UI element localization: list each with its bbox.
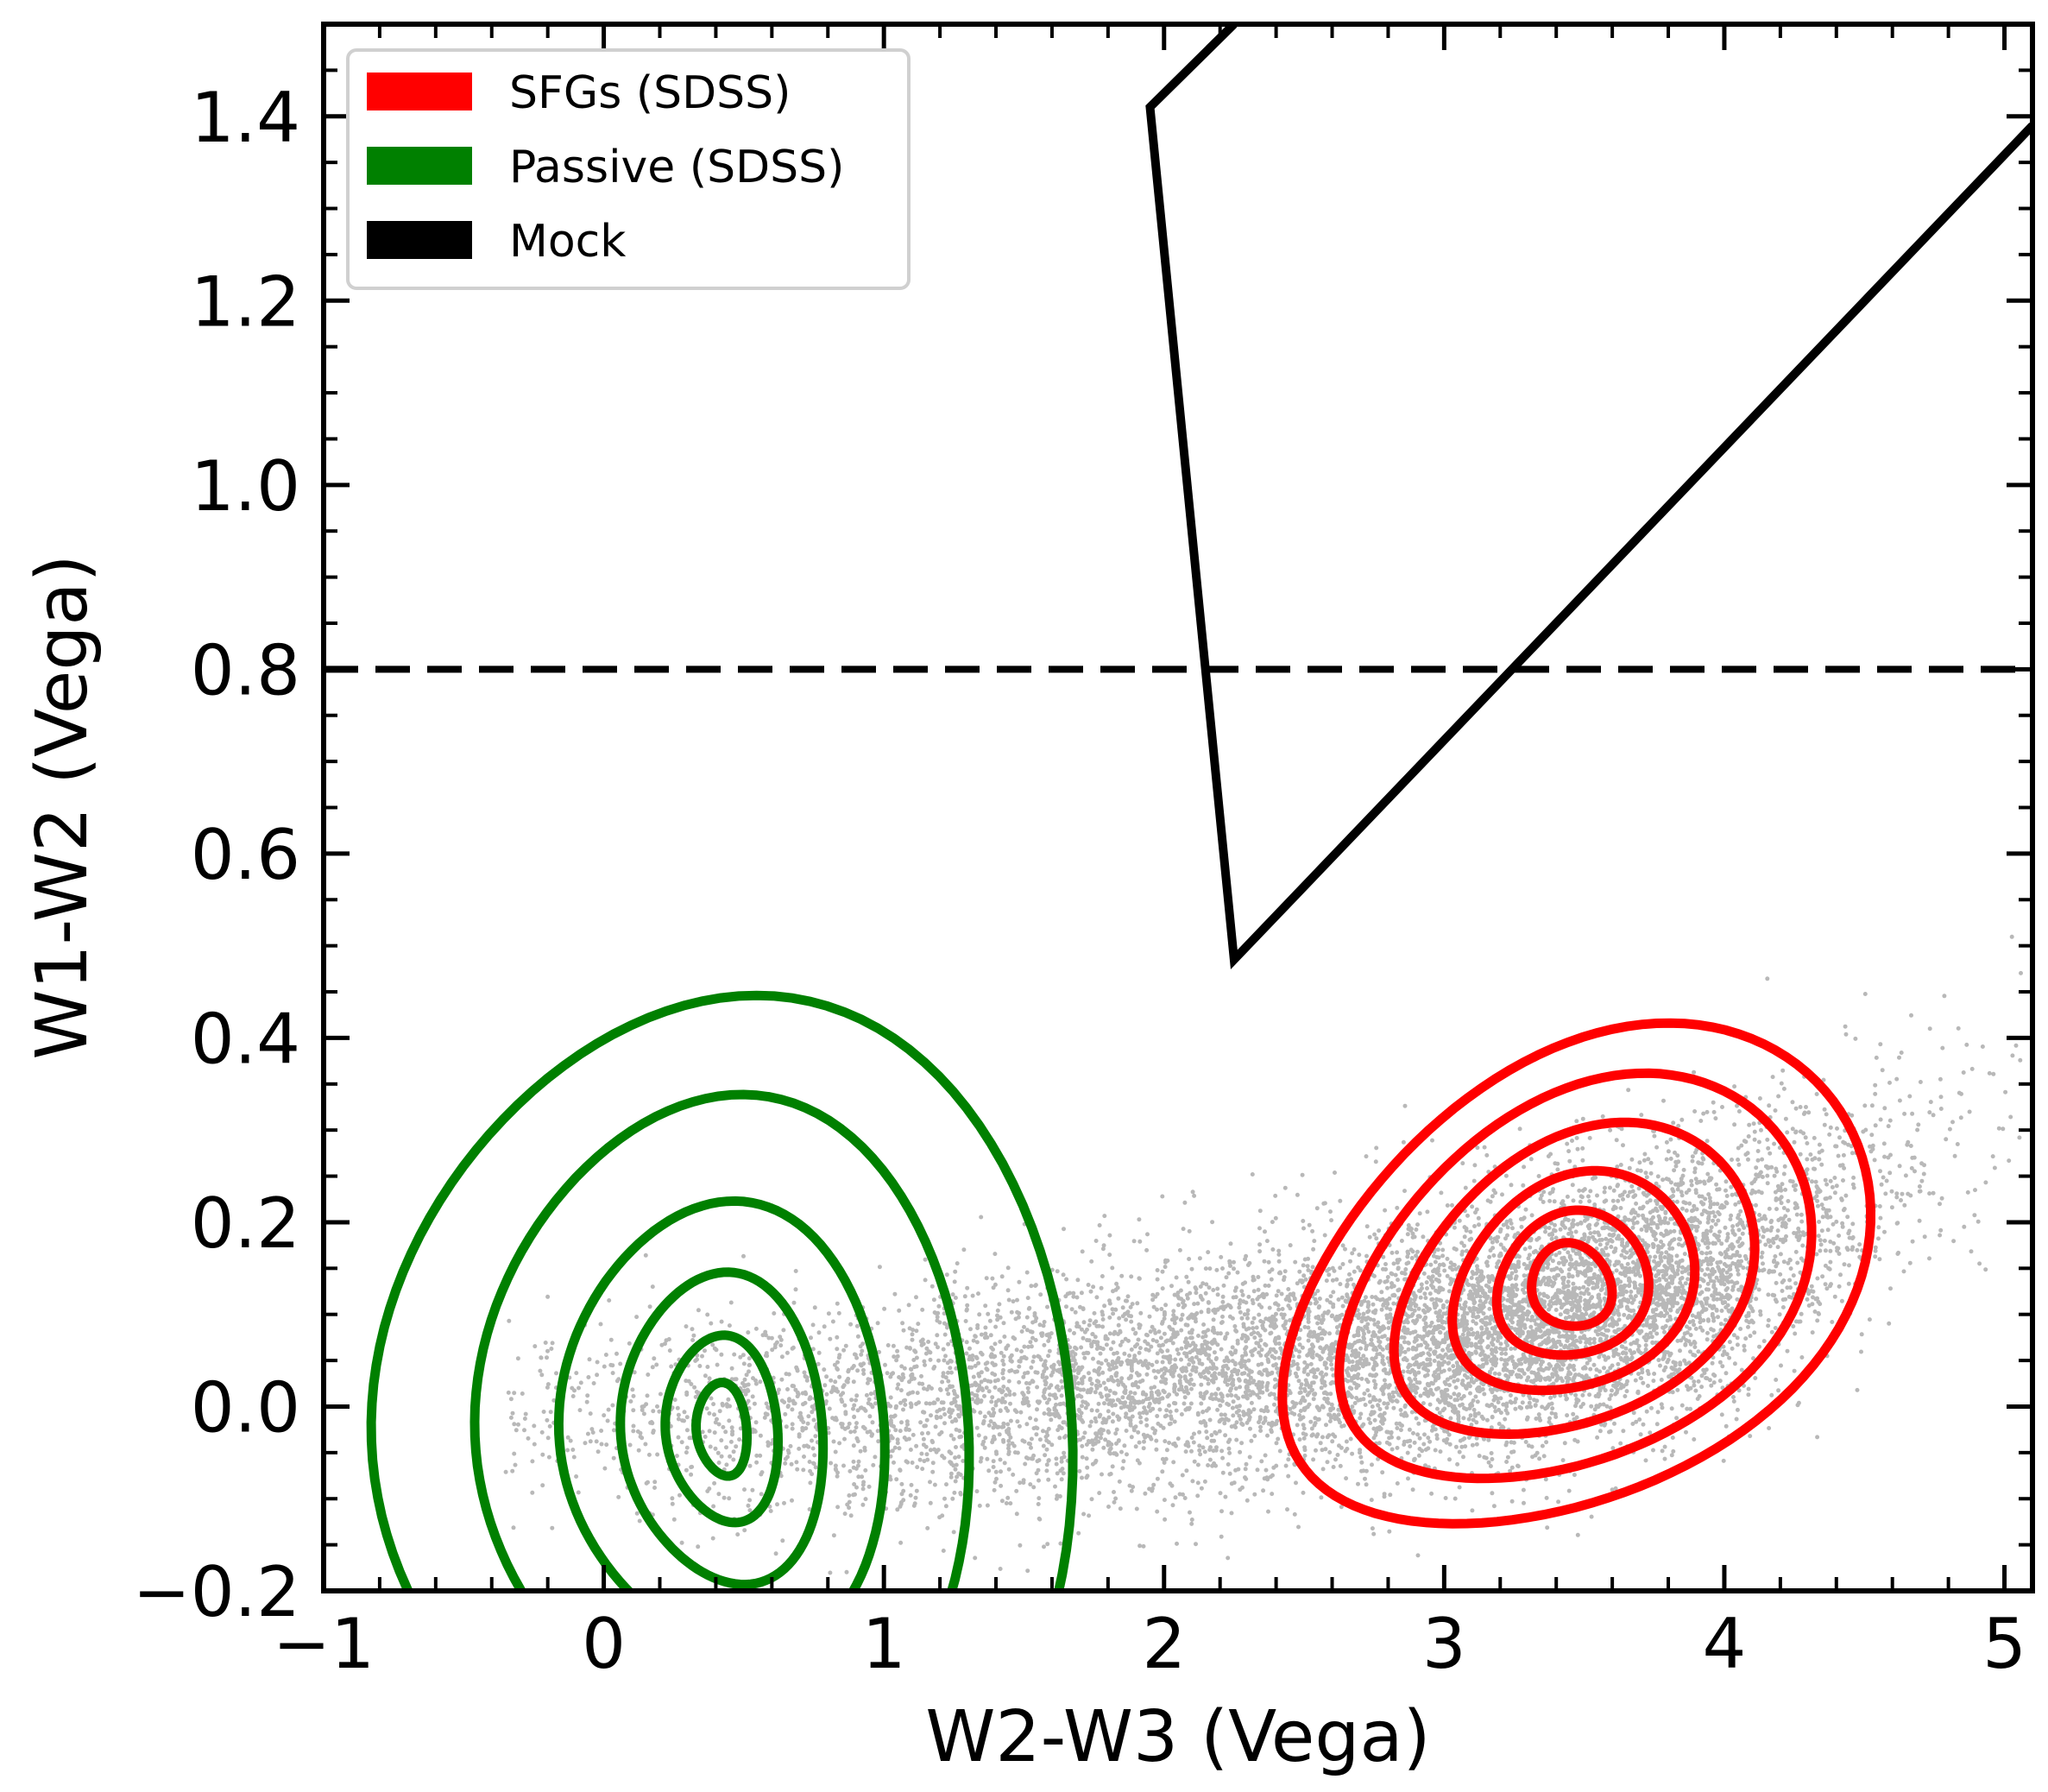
x-tick-label-5: 4 xyxy=(1702,1604,1746,1684)
y-tick-label-1: 0.0 xyxy=(191,1367,300,1448)
y-tick-label-7: 1.2 xyxy=(191,262,300,342)
y-tick-label-2: 0.2 xyxy=(191,1183,300,1264)
axis-ticks: −1 0 1 2 3 4 5 −0.2 0.0 0.2 0.4 0.6 0.8 1.0 1.2 1.4 xyxy=(133,24,2032,1684)
y-tick-label-4: 0.6 xyxy=(191,815,300,895)
legend-swatch-passive xyxy=(367,147,472,185)
y-tick-label-8: 1.4 xyxy=(191,78,300,158)
x-tick-label-1: 0 xyxy=(582,1604,626,1684)
passive-contour-4 xyxy=(660,1330,784,1528)
contour-layer xyxy=(366,990,1875,1591)
legend-label-sfgs: SFGs (SDSS) xyxy=(509,67,791,119)
x-tick-label-6: 5 xyxy=(1982,1604,2026,1684)
plot-frame xyxy=(321,22,2035,1593)
legend: SFGs (SDSS) Passive (SDSS) Mock xyxy=(346,48,911,290)
x-tick-label-3: 2 xyxy=(1142,1604,1186,1684)
sfg-contour-1 xyxy=(1334,1068,1817,1484)
legend-label-passive: Passive (SDSS) xyxy=(509,142,844,193)
sfg-contour-0 xyxy=(1277,1018,1875,1529)
passive-contour-2 xyxy=(553,1196,890,1591)
legend-swatch-sfgs xyxy=(367,73,472,110)
y-tick-label-5: 0.8 xyxy=(191,630,300,710)
sfg-contour-4 xyxy=(1491,1205,1654,1360)
mock-scatter-points xyxy=(503,934,2023,1575)
mock-point-cloud xyxy=(503,934,2023,1575)
passive-contour-0 xyxy=(366,990,1078,1591)
passive-contour-3 xyxy=(615,1267,829,1590)
x-tick-label-4: 3 xyxy=(1422,1604,1466,1684)
sfg-contour-2 xyxy=(1389,1117,1760,1440)
legend-label-mock: Mock xyxy=(509,216,626,268)
y-tick-label-0: −0.2 xyxy=(133,1552,300,1632)
y-axis-title: W1-W2 (Vega) xyxy=(22,554,104,1059)
sfg-contour-5 xyxy=(1527,1238,1617,1331)
agn-wedge-boundary xyxy=(1145,24,2032,970)
passive-contour-1 xyxy=(469,1089,974,1591)
sfg-contour-3 xyxy=(1447,1165,1700,1396)
x-tick-label-2: 1 xyxy=(862,1604,906,1684)
y-tick-label-3: 0.4 xyxy=(191,999,300,1079)
y-tick-label-6: 1.0 xyxy=(191,446,300,527)
x-tick-label-0: −1 xyxy=(273,1604,375,1684)
legend-swatch-mock xyxy=(367,221,472,259)
passive-contour-5 xyxy=(690,1378,752,1481)
legend-box xyxy=(346,48,911,290)
x-axis-title: W2-W3 (Vega) xyxy=(925,1696,1430,1778)
